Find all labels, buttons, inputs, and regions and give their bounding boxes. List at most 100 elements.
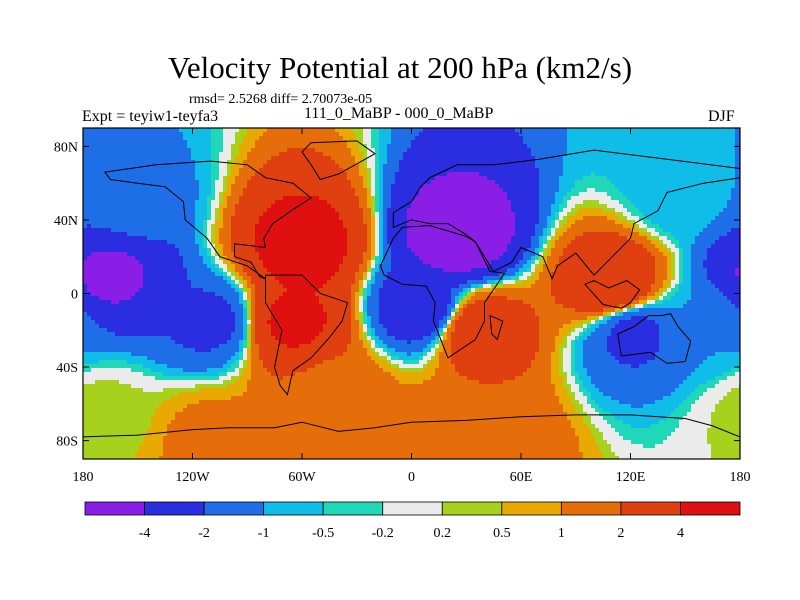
field-cell [255,352,260,357]
field-cell [291,444,296,449]
field-cell [291,192,296,197]
field-cell [279,380,284,385]
field-cell [279,336,284,341]
field-cell [163,368,168,373]
field-cell [239,328,244,333]
field-cell [323,136,328,141]
field-cell [183,320,188,325]
field-cell [235,220,240,225]
field-cell [147,368,152,373]
field-cell [179,396,184,401]
field-cell [179,292,184,297]
field-cell [123,316,128,321]
field-cell [247,232,252,237]
field-cell [151,316,156,321]
chart-subtitle: 111_0_MaBP - 000_0_MaBP [304,105,494,122]
field-cell [211,336,216,341]
field-cell [171,212,176,217]
field-cell [215,432,220,437]
field-cell [119,448,124,453]
field-cell [223,164,228,169]
field-cell [175,132,180,137]
field-cell [235,284,240,289]
field-cell [227,344,232,349]
field-cell [159,300,164,305]
field-cell [275,240,280,245]
field-cell [223,420,228,425]
field-cell [219,188,224,193]
field-cell [135,448,140,453]
field-cell [223,352,228,357]
field-cell [271,364,276,369]
field-cell [303,452,308,457]
field-cell [195,312,200,317]
field-cell [151,180,156,185]
field-cell [111,424,116,429]
field-cell [135,336,140,341]
field-cell [99,340,104,345]
field-cell [147,360,152,365]
field-cell [219,224,224,229]
field-cell [271,156,276,161]
field-cell [231,452,236,457]
field-cell [127,248,132,253]
field-cell [87,160,92,165]
field-cell [115,132,120,137]
field-cell [235,328,240,333]
field-cell [191,268,196,273]
field-cell [259,152,264,157]
field-cell [107,268,112,273]
field-cell [111,272,116,277]
field-cell [115,276,120,281]
field-cell [251,340,256,345]
field-cell [259,272,264,277]
field-cell [299,276,304,281]
field-cell [107,312,112,317]
field-cell [211,348,216,353]
field-cell [123,188,128,193]
field-cell [119,168,124,173]
field-cell [115,208,120,213]
field-cell [227,248,232,253]
field-cell [215,144,220,149]
field-cell [95,172,100,177]
field-cell [251,136,256,141]
field-cell [227,140,232,145]
field-cell [239,396,244,401]
field-cell [135,228,140,233]
field-cell [311,236,316,241]
field-cell [151,252,156,257]
field-cell [259,164,264,169]
field-cell [195,424,200,429]
field-cell [111,208,116,213]
field-cell [303,284,308,289]
field-cell [247,196,252,201]
field-cell [311,292,316,297]
field-cell [163,164,168,169]
field-cell [263,404,268,409]
field-cell [147,220,152,225]
field-cell [195,320,200,325]
field-cell [147,160,152,165]
field-cell [311,288,316,293]
field-cell [139,328,144,333]
field-cell [91,316,96,321]
field-cell [175,428,180,433]
field-cell [271,336,276,341]
field-cell [255,400,260,405]
field-cell [135,232,140,237]
field-cell [259,208,264,213]
contour-field [83,128,740,459]
field-cell [131,152,136,157]
field-cell [239,424,244,429]
field-cell [243,392,248,397]
field-cell [183,340,188,345]
field-cell [87,428,92,433]
field-cell [267,348,272,353]
field-cell [315,212,320,217]
field-cell [91,228,96,233]
field-cell [83,136,88,141]
field-cell [183,164,188,169]
field-cell [171,392,176,397]
field-cell [207,332,212,337]
